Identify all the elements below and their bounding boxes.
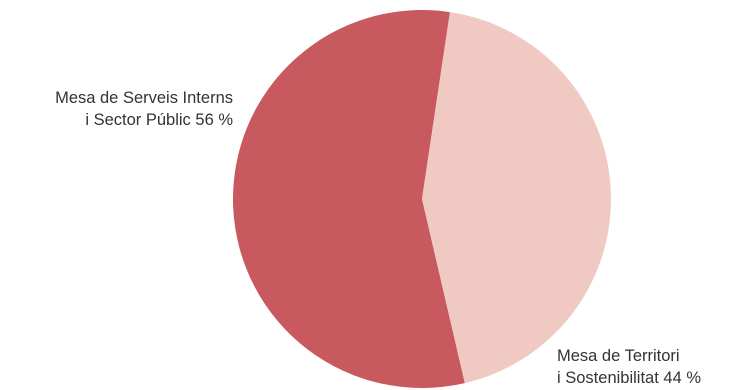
slice-label-serveis-interns: Mesa de Serveis Interns i Sector Públic … [55,87,233,131]
slice-label-line: Mesa de Serveis Interns [55,89,233,107]
slice-label-line: i Sostenibilitat 44 % [557,369,701,387]
pie-slice-territori [422,12,611,384]
slice-label-line: i Sector Públic 56 % [85,111,233,129]
pie-slice-serveis-interns [232,10,465,389]
slice-label-territori: Mesa de Territori i Sostenibilitat 44 % [557,345,701,389]
slice-label-line: Mesa de Territori [557,347,680,365]
